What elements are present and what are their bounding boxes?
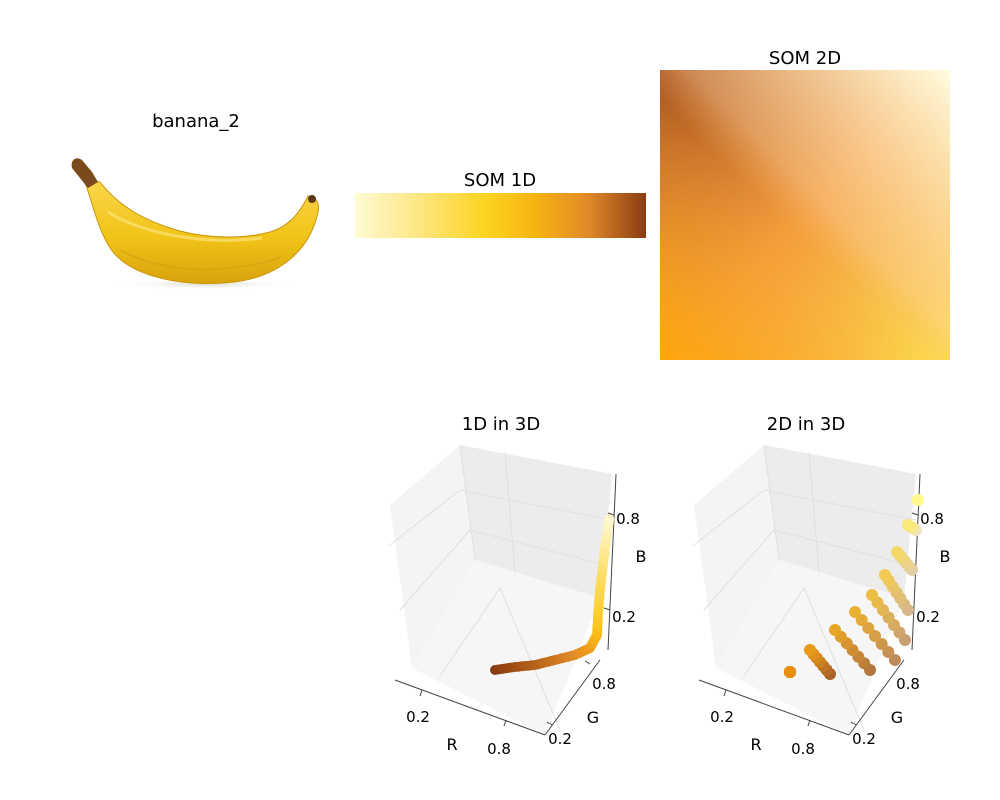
- surface-point: [866, 589, 878, 601]
- r-label: R: [446, 735, 457, 754]
- r-tick-high: 0.8: [487, 740, 511, 758]
- som1d-curve: [490, 514, 615, 675]
- banana-stem: [71, 158, 98, 188]
- som1d-title: SOM 1D: [464, 170, 536, 191]
- surface-point: [855, 614, 868, 626]
- som1d-colorbar: [355, 193, 646, 238]
- surface-point: [902, 519, 914, 531]
- r-tick-low: 0.2: [710, 708, 734, 726]
- g-tick-low: 0.2: [852, 730, 876, 748]
- b-label: B: [636, 547, 647, 566]
- som2d-layer-b: [660, 70, 950, 360]
- r-axis: [698, 679, 850, 736]
- pane-floor: [412, 560, 600, 735]
- surface-point: [891, 546, 903, 558]
- plot2d3d-title: 2D in 3D: [767, 414, 845, 435]
- som2d-surface: [784, 494, 924, 680]
- surface-point: [862, 622, 875, 634]
- b-tick-low: 0.2: [612, 608, 636, 626]
- g-axis: [848, 659, 905, 736]
- surface-point: [879, 569, 891, 581]
- surface-point: [849, 606, 861, 618]
- g-label: G: [587, 708, 599, 727]
- plot2d3d: 0.2 0.8 R 0.2 0.8 G 0.2 0.8 B: [693, 444, 951, 758]
- banana-image: [71, 158, 319, 290]
- surface-point: [889, 654, 901, 666]
- g-tick-low: 0.2: [548, 730, 572, 748]
- pane-left: [694, 445, 779, 668]
- surface-point: [829, 624, 841, 636]
- b-tick-low: 0.2: [916, 608, 940, 626]
- r-tick-high: 0.8: [791, 740, 815, 758]
- banana-ridge: [119, 249, 281, 271]
- banana-body: [83, 179, 319, 284]
- grid-lines: [693, 444, 917, 731]
- surface-point: [882, 646, 895, 658]
- banana-tip: [308, 195, 316, 203]
- som2d-map: [660, 70, 950, 360]
- som2d-title: SOM 2D: [769, 48, 841, 69]
- r-tick-low: 0.2: [406, 708, 430, 726]
- surface-point: [869, 630, 881, 642]
- plot1d3d-title: 1D in 3D: [462, 414, 540, 435]
- banana-highlight: [107, 210, 263, 242]
- r-axis: [394, 679, 546, 736]
- pane-left: [390, 445, 475, 668]
- b-label: B: [940, 547, 951, 566]
- g-tick-high: 0.8: [896, 675, 920, 693]
- g-axis: [544, 659, 601, 736]
- plot1d3d: 0.2 0.8 R 0.2 0.8 G 0.2 0.8 B: [389, 444, 647, 758]
- grid-lines: [389, 444, 613, 731]
- pane-right: [764, 445, 916, 598]
- curve-point: [604, 514, 615, 525]
- surface-point: [804, 644, 816, 656]
- banana-shadow: [110, 278, 300, 290]
- b-tick-high: 0.8: [920, 510, 944, 528]
- tick-marks: [419, 512, 615, 727]
- b-axis: [607, 473, 617, 651]
- b-tick-high: 0.8: [616, 510, 640, 528]
- g-label: G: [891, 708, 903, 727]
- r-label: R: [750, 735, 761, 754]
- pane-right: [460, 445, 612, 598]
- surface-point: [912, 494, 924, 506]
- surface-point: [784, 666, 796, 678]
- g-tick-high: 0.8: [592, 675, 616, 693]
- surface-point: [875, 638, 888, 650]
- image-title: banana_2: [152, 111, 240, 132]
